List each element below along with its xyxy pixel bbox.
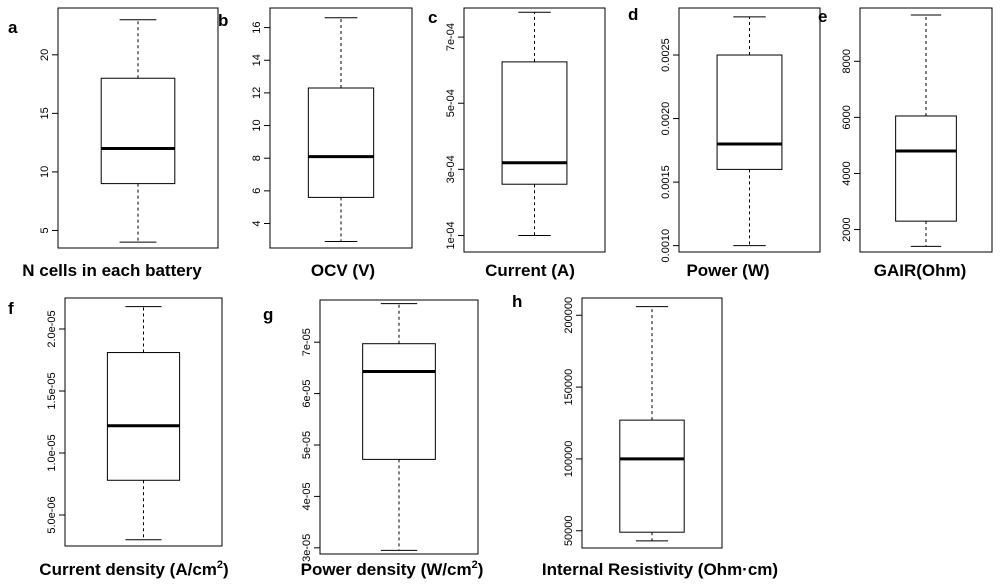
- y-tick-label: 200000: [563, 297, 575, 334]
- plot-frame: [859, 7, 993, 253]
- caption-text: N cells in each battery: [22, 261, 202, 280]
- y-tick-label: 10: [39, 166, 51, 178]
- panel-a: 5 10 15 20 a N cells in each battery: [8, 7, 219, 280]
- y-tick-label: 5e-05: [301, 431, 313, 459]
- y-tick-label: 10: [251, 119, 263, 131]
- y-tick-label: 150000: [563, 369, 575, 406]
- iqr-box: [100, 77, 176, 185]
- caption-text: Internal Resistivity (Ohm·cm): [542, 560, 778, 579]
- plot-frame: [57, 7, 219, 249]
- y-tick-label: 6: [251, 188, 263, 194]
- caption-tail: ): [223, 560, 229, 579]
- panel-letter: a: [8, 18, 18, 37]
- panel-letter: c: [428, 8, 437, 27]
- y-tick-label: 16: [251, 21, 263, 33]
- panel-e: 2000 4000 6000 8000 e GAIR(Ohm): [818, 7, 993, 280]
- y-tick-label: 7e-05: [301, 328, 313, 356]
- panel-f: 5.0e-06 1.0e-05 1.5e-05 2.0e-05 f Current den…: [8, 297, 229, 579]
- plot-frame: [581, 297, 723, 549]
- y-tick-label: 100000: [563, 441, 575, 478]
- iqr-box: [716, 54, 783, 170]
- plot-frame: [319, 299, 479, 555]
- iqr-box: [106, 352, 181, 481]
- plot-frame: [64, 297, 223, 547]
- iqr-box: [501, 61, 568, 185]
- y-tick-label: 2.0e-05: [46, 310, 58, 347]
- plot-frame: [678, 7, 821, 253]
- caption-text: Power density (W/cm: [301, 560, 472, 579]
- y-tick-label: 0.0010: [660, 229, 672, 263]
- y-tick-label: 12: [251, 87, 263, 99]
- caption-text: OCV (V): [311, 261, 375, 280]
- iqr-box: [619, 419, 685, 533]
- y-tick-label: 50000: [563, 515, 575, 546]
- y-tick-label: 7e-04: [445, 23, 457, 51]
- y-tick-label: 4000: [841, 161, 853, 185]
- y-tick-label: 1.0e-05: [46, 434, 58, 471]
- panel-d: 0.0010 0.0015 0.0020 0.0025 d Power (W): [628, 5, 821, 280]
- panel-letter: e: [818, 7, 827, 26]
- panel-c: 1e-04 3e-04 5e-04 7e-04 c Current (A): [428, 7, 606, 280]
- plot-frame: [269, 7, 413, 249]
- y-tick-label: 4e-05: [301, 482, 313, 510]
- x-axis-caption: Power (W): [686, 261, 769, 280]
- caption-text: GAIR(Ohm): [874, 261, 967, 280]
- caption-superscript: 2: [217, 559, 223, 571]
- panel-letter: b: [218, 11, 228, 30]
- panel-letter: d: [628, 5, 638, 24]
- y-tick-label: 1.5e-05: [46, 372, 58, 409]
- y-tick-label: 15: [39, 107, 51, 119]
- x-axis-caption: Current density (A/cm2): [39, 559, 228, 579]
- y-tick-label: 8000: [841, 49, 853, 73]
- x-axis-caption: GAIR(Ohm): [874, 261, 967, 280]
- panel-h: 50000 100000 150000 200000 h Internal Resisti…: [512, 292, 778, 579]
- panel-letter: h: [512, 292, 522, 311]
- caption-text: Current density (A/cm: [39, 560, 217, 579]
- y-tick-label: 8: [251, 155, 263, 161]
- panel-letter: f: [8, 299, 14, 318]
- x-axis-caption: Internal Resistivity (Ohm·cm): [542, 560, 778, 579]
- y-tick-label: 2000: [841, 217, 853, 241]
- panel-g: 3e-05 4e-05 5e-05 6e-05 7e-05 g Power density …: [263, 299, 484, 579]
- y-tick-label: 5: [39, 227, 51, 233]
- iqr-box: [307, 87, 375, 198]
- y-tick-label: 5.0e-06: [46, 496, 58, 533]
- caption-text: Current (A): [485, 261, 575, 280]
- y-tick-label: 1e-04: [445, 221, 457, 249]
- plot-frame: [463, 7, 606, 253]
- x-axis-caption: Power density (W/cm2): [301, 559, 484, 579]
- caption-tail: ): [478, 560, 484, 579]
- y-tick-label: 5e-04: [445, 89, 457, 117]
- iqr-box: [895, 115, 957, 222]
- y-tick-label: 0.0020: [660, 102, 672, 136]
- y-tick-label: 20: [39, 49, 51, 61]
- panel-b: 4 6 8 10 12 14 16 b OCV (V): [218, 7, 413, 280]
- y-tick-label: 6000: [841, 105, 853, 129]
- y-tick-label: 0.0025: [660, 38, 672, 72]
- panel-letter: g: [263, 305, 273, 324]
- x-axis-caption: N cells in each battery: [22, 261, 202, 280]
- y-tick-label: 4: [251, 220, 263, 226]
- iqr-box: [362, 343, 436, 460]
- x-axis-caption: OCV (V): [311, 261, 375, 280]
- caption-superscript: 2: [472, 559, 478, 571]
- caption-text: Power (W): [686, 261, 769, 280]
- x-axis-caption: Current (A): [485, 261, 575, 280]
- y-tick-label: 3e-05: [301, 534, 313, 562]
- y-tick-label: 3e-04: [445, 155, 457, 183]
- y-tick-label: 14: [251, 54, 263, 66]
- y-tick-label: 0.0015: [660, 165, 672, 199]
- y-tick-label: 6e-05: [301, 380, 313, 408]
